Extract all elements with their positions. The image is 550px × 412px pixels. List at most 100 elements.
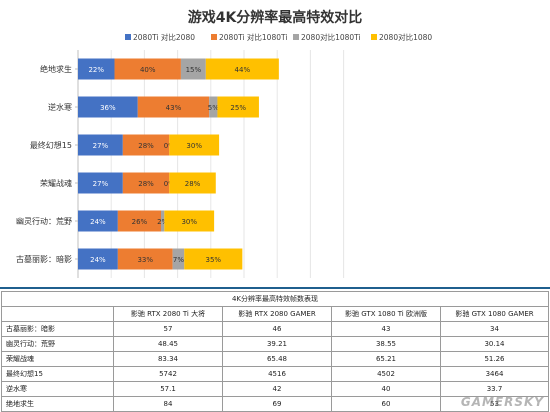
fps-cell: 38.55 [331, 336, 441, 352]
fps-cell: 57.1 [113, 381, 223, 397]
data-label: 2% [157, 218, 168, 226]
game-name-cell: 绝地求生 [1, 396, 114, 412]
watermark: GAMERSKY [460, 395, 544, 409]
fps-cell: 5742 [113, 366, 223, 382]
bar-segment [122, 134, 170, 156]
fps-cell: 60 [331, 396, 441, 412]
data-label: 7% [173, 256, 184, 264]
table-caption: 4K分辨率最高特效帧数表现 [1, 291, 549, 307]
bar-segment [164, 210, 215, 232]
game-name-cell: 最终幻想15 [1, 366, 114, 382]
fps-cell: 3464 [440, 366, 549, 382]
bar-segment [78, 134, 123, 156]
data-label: 27% [93, 180, 109, 188]
bar-segment [78, 248, 118, 270]
legend-swatch [125, 34, 131, 40]
data-label: 35% [206, 256, 222, 264]
fps-cell: 43 [331, 321, 441, 337]
data-label: 36% [100, 104, 116, 112]
category-label: 逆水寒 [48, 102, 72, 112]
fps-cell: 34 [440, 321, 549, 337]
bar-segment [137, 96, 210, 118]
data-label: 27% [93, 142, 109, 150]
game-name-cell: 逆水寒 [1, 381, 114, 397]
legend-swatch [371, 34, 377, 40]
data-label: 44% [235, 66, 251, 74]
legend-label: 2080Ti 对比1080Ti [219, 32, 287, 42]
bar-segment [184, 248, 243, 270]
bar-segment [180, 58, 206, 80]
fps-cell: 83.34 [113, 351, 223, 367]
category-label: 幽灵行动：荒野 [16, 216, 72, 226]
fps-cell: 40 [331, 381, 441, 397]
data-label: 30% [186, 142, 202, 150]
fps-cell: 48.45 [113, 336, 223, 352]
data-label: 5% [208, 104, 219, 112]
table-caption-row: 4K分辨率最高特效帧数表现 [1, 291, 549, 307]
table-row: 逆水寒 57.1 42 40 33.7 [1, 381, 549, 397]
category-label: 古墓丽影：暗影 [16, 254, 72, 264]
data-label: 26% [132, 218, 148, 226]
legend-swatch [211, 34, 217, 40]
bar-segment [78, 96, 138, 118]
fps-cell: 65.48 [222, 351, 332, 367]
bar-segment [117, 248, 173, 270]
fps-table: 4K分辨率最高特效帧数表现 影驰 RTX 2080 Ti 大将 影驰 RTX 2… [1, 291, 549, 412]
legend-label: 2080Ti 对比2080 [133, 32, 195, 42]
table-row: 古墓丽影：暗影 57 46 43 34 [1, 321, 549, 337]
data-label: 22% [88, 66, 104, 74]
bar-segment [117, 210, 161, 232]
stacked-bar-chart: 游戏4K分辨率最高特效对比 2080Ti 对比2080 2080Ti 对比1080T… [16, 9, 432, 278]
table-row: 绝地求生 84 69 60 53 [1, 396, 549, 412]
fps-cell: 69 [222, 396, 332, 412]
bar-segment [172, 248, 185, 270]
table-row: 幽灵行动：荒野 48.45 39.21 38.55 30.14 [1, 336, 549, 352]
bar-segment [122, 172, 170, 194]
data-label: 28% [185, 180, 201, 188]
bar-segment [169, 172, 216, 194]
data-label: 24% [90, 256, 106, 264]
fps-cell: 84 [113, 396, 223, 412]
legend-label: 2080对比1080Ti [301, 32, 361, 42]
fps-cell: 53 [440, 396, 549, 412]
bar-segment [169, 134, 220, 156]
table-row: 最终幻想15 5742 4516 4502 3464 [1, 366, 549, 382]
data-label: 30% [181, 218, 197, 226]
legend-swatch [293, 34, 299, 40]
bar-segment [209, 96, 218, 118]
data-label: 33% [137, 256, 153, 264]
data-label: 43% [166, 104, 182, 112]
column-header: 影驰 GTX 1080 Ti 欧洲版 [331, 306, 441, 322]
bar-segment [78, 58, 115, 80]
fps-cell: 30.14 [440, 336, 549, 352]
category-label: 绝地求生 [40, 64, 72, 74]
bar-segment [205, 58, 279, 80]
column-header: 影驰 RTX 2080 GAMER [222, 306, 332, 322]
data-label: 40% [140, 66, 156, 74]
bar-segment [78, 172, 123, 194]
fps-cell: 4516 [222, 366, 332, 382]
bar-segment [114, 58, 181, 80]
bar-segment [161, 210, 165, 232]
fps-cell: 46 [222, 321, 332, 337]
category-label: 荣耀战魂 [40, 178, 72, 188]
section-divider [0, 287, 550, 289]
fps-cell: 65.21 [331, 351, 441, 367]
fps-cell: 57 [113, 321, 223, 337]
table-corner-cell [1, 306, 114, 322]
column-header: 影驰 RTX 2080 Ti 大将 [113, 306, 223, 322]
table-header-row: 影驰 RTX 2080 Ti 大将 影驰 RTX 2080 GAMER 影驰 G… [1, 306, 549, 322]
data-label: 25% [230, 104, 246, 112]
data-label: 15% [186, 66, 202, 74]
column-header: 影驰 GTX 1080 GAMER [440, 306, 549, 322]
legend-label: 2080对比1080 [379, 32, 432, 42]
table-row: 荣耀战魂 83.34 65.48 65.21 51.26 [1, 351, 549, 367]
fps-cell: 42 [222, 381, 332, 397]
category-label: 最终幻想15 [30, 140, 72, 150]
bar-segment [217, 96, 259, 118]
game-name-cell: 荣耀战魂 [1, 351, 114, 367]
chart-title: 游戏4K分辨率最高特效对比 [188, 9, 363, 26]
bar-segment [78, 210, 118, 232]
fps-cell: 39.21 [222, 336, 332, 352]
data-label: 28% [138, 180, 154, 188]
